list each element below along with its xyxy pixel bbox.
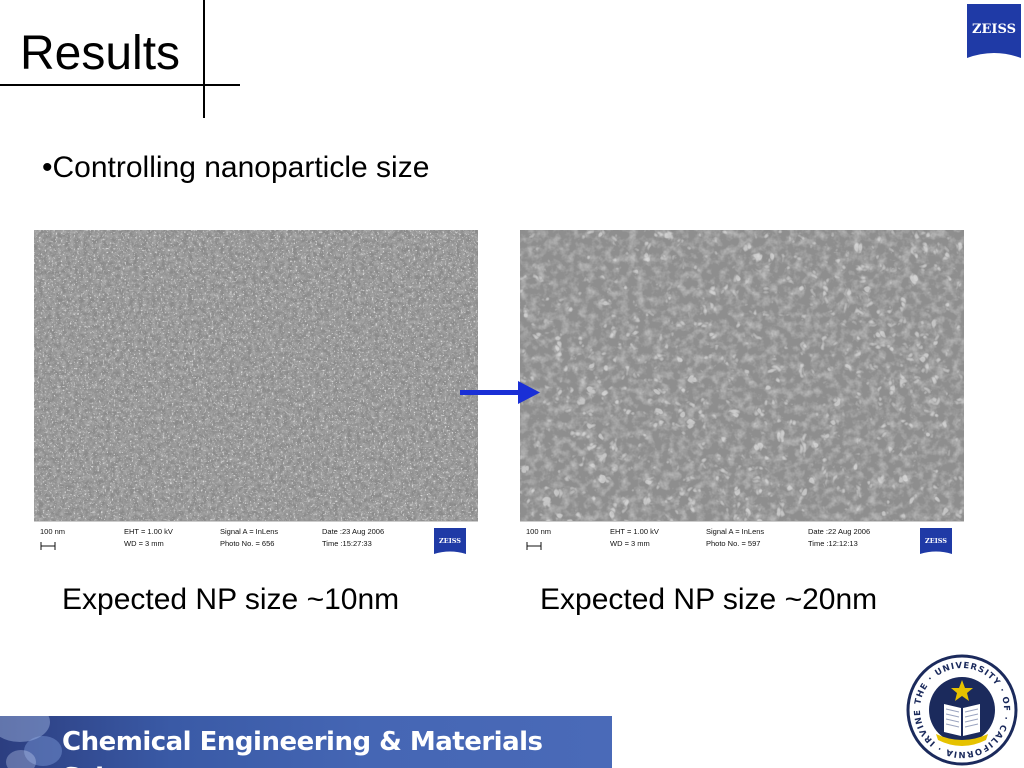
svg-text:ZEISS: ZEISS xyxy=(925,537,947,545)
caption-left: Expected NP size ~10nm xyxy=(62,583,400,616)
slide-title: Results xyxy=(20,27,181,80)
svg-text:ZEISS: ZEISS xyxy=(439,537,461,545)
mini-zeiss-logo: ZEISS xyxy=(920,528,952,554)
footer-department-text: Chemical Engineering & Materials Science xyxy=(62,727,543,768)
zeiss-logo-text: ZEISS xyxy=(972,22,1016,37)
signal-label: Signal A = InLens xyxy=(706,527,765,536)
title-horizontal-rule xyxy=(0,84,240,86)
scale-bar-icon xyxy=(40,542,56,550)
time-label: Time :15:27:33 xyxy=(322,539,372,548)
eht-label: EHT = 1.00 kV xyxy=(610,527,659,536)
sem-micrograph-left: 100 nm EHT = 1.00 kV WD = 3 mm Signal A … xyxy=(34,230,478,564)
sem-databar-right: 100 nm EHT = 1.00 kV WD = 3 mm Signal A … xyxy=(520,521,964,564)
sem-texture-left xyxy=(34,230,478,522)
photo-number-label: Photo No. = 597 xyxy=(706,539,761,548)
uc-irvine-seal: THE · UNIVERSITY · OF · CALIFORNIA · IRV… xyxy=(906,654,1018,766)
date-label: Date :23 Aug 2006 xyxy=(322,527,385,536)
sem-texture-right xyxy=(520,230,964,522)
scale-bar-icon xyxy=(526,542,542,550)
footer-banner: Chemical Engineering & Materials Science xyxy=(0,716,612,768)
caption-right: Expected NP size ~20nm xyxy=(540,583,878,616)
photo-number-label: Photo No. = 656 xyxy=(220,539,275,548)
eht-label: EHT = 1.00 kV xyxy=(124,527,173,536)
wd-label: WD = 3 mm xyxy=(124,539,164,548)
zeiss-logo: ZEISS xyxy=(967,4,1021,58)
wd-label: WD = 3 mm xyxy=(610,539,650,548)
sem-databar-left: 100 nm EHT = 1.00 kV WD = 3 mm Signal A … xyxy=(34,521,478,564)
time-label: Time :12:12:13 xyxy=(808,539,858,548)
sem-micrograph-right: 100 nm EHT = 1.00 kV WD = 3 mm Signal A … xyxy=(520,230,964,564)
title-vertical-rule xyxy=(203,0,205,118)
mini-zeiss-logo: ZEISS xyxy=(434,528,466,554)
bullet-point: •Controlling nanoparticle size xyxy=(42,151,430,184)
date-label: Date :22 Aug 2006 xyxy=(808,527,871,536)
signal-label: Signal A = InLens xyxy=(220,527,279,536)
scale-label: 100 nm xyxy=(40,527,66,536)
right-arrow-icon xyxy=(460,381,540,404)
scale-label: 100 nm xyxy=(526,527,552,536)
